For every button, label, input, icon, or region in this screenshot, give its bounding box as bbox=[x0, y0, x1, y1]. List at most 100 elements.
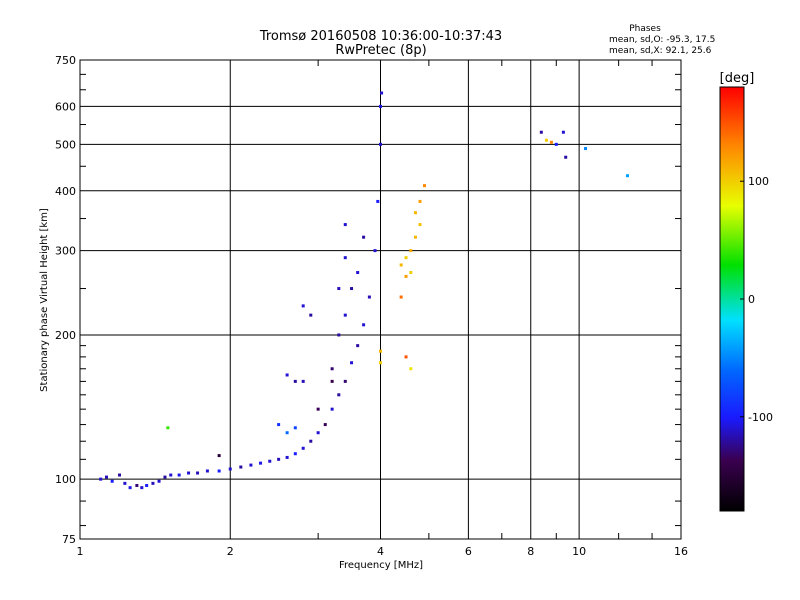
data-point bbox=[362, 323, 366, 327]
data-point bbox=[376, 199, 380, 203]
data-point bbox=[337, 287, 341, 291]
y-tick-label: 75 bbox=[62, 533, 76, 546]
data-point bbox=[554, 142, 558, 146]
colorbar-tick-label: -100 bbox=[748, 411, 773, 424]
data-point bbox=[259, 461, 263, 465]
data-point bbox=[379, 361, 382, 365]
data-point bbox=[404, 355, 408, 359]
data-point bbox=[145, 483, 149, 487]
data-point bbox=[330, 407, 334, 411]
data-point bbox=[418, 223, 422, 227]
data-point bbox=[323, 423, 327, 427]
data-point bbox=[285, 455, 289, 459]
data-point bbox=[285, 373, 289, 377]
data-point bbox=[293, 426, 297, 430]
data-point bbox=[268, 459, 272, 463]
colorbar-tick-label: 0 bbox=[748, 293, 755, 306]
data-point bbox=[367, 295, 371, 299]
data-point bbox=[293, 452, 297, 456]
data-points bbox=[99, 91, 629, 490]
data-point bbox=[228, 467, 232, 471]
data-point bbox=[379, 104, 382, 108]
x-axis-label: Frequency [MHz] bbox=[339, 560, 423, 571]
data-point bbox=[104, 475, 108, 479]
x-tick-label: 8 bbox=[527, 545, 534, 558]
data-point bbox=[413, 211, 417, 215]
y-tick-label: 300 bbox=[55, 245, 76, 258]
phase-stats-x-mode: mean, sd,X: 92.1, 25.6 bbox=[609, 46, 712, 56]
data-point bbox=[301, 446, 305, 450]
y-tick-label: 600 bbox=[55, 100, 76, 113]
colorbar-label: [deg] bbox=[720, 71, 755, 86]
data-point bbox=[404, 274, 408, 278]
data-point bbox=[356, 271, 360, 275]
phase-stats-heading: Phases bbox=[629, 24, 661, 34]
data-point bbox=[337, 333, 341, 337]
data-point bbox=[343, 256, 347, 260]
data-point bbox=[350, 361, 354, 365]
chart-title: Tromsø 20160508 10:36:00-10:37:43 bbox=[259, 29, 502, 44]
data-point bbox=[337, 393, 341, 397]
data-point bbox=[330, 367, 334, 371]
data-point bbox=[249, 463, 253, 467]
data-point bbox=[187, 471, 191, 475]
x-tick-label: 4 bbox=[377, 545, 384, 558]
phase-stats: Phases mean, sd,O: -95.3, 17.5 mean, sd,… bbox=[609, 24, 715, 56]
data-point bbox=[151, 481, 155, 485]
data-point bbox=[422, 184, 426, 188]
data-point bbox=[539, 130, 543, 134]
data-point bbox=[549, 140, 553, 144]
data-point bbox=[293, 379, 297, 383]
data-point bbox=[309, 313, 313, 317]
y-tick-label: 750 bbox=[55, 54, 76, 67]
data-point bbox=[350, 287, 354, 291]
data-point bbox=[544, 138, 548, 142]
data-point bbox=[373, 249, 377, 253]
data-point bbox=[561, 130, 565, 134]
data-point bbox=[123, 481, 127, 485]
data-point bbox=[135, 483, 139, 487]
colorbar-tick-label: 100 bbox=[748, 175, 769, 188]
data-point bbox=[163, 475, 167, 479]
data-point bbox=[140, 486, 144, 490]
x-tick-label: 1 bbox=[77, 545, 84, 558]
data-point bbox=[584, 147, 588, 151]
data-point bbox=[118, 473, 122, 477]
data-point bbox=[285, 431, 289, 435]
y-tick-label: 400 bbox=[55, 185, 76, 198]
data-point bbox=[413, 235, 417, 239]
data-point bbox=[356, 344, 360, 348]
data-point bbox=[177, 473, 181, 477]
data-point bbox=[217, 454, 221, 458]
colorbar: [deg] -100 0 100 bbox=[719, 71, 773, 512]
data-point bbox=[128, 486, 132, 490]
y-tick-label: 100 bbox=[55, 473, 76, 486]
data-point bbox=[157, 479, 161, 483]
data-point bbox=[625, 174, 629, 178]
y-tick-label: 200 bbox=[55, 329, 76, 342]
data-point bbox=[409, 271, 413, 275]
data-point bbox=[379, 142, 382, 146]
x-tick-label: 6 bbox=[465, 545, 472, 558]
data-point bbox=[418, 199, 422, 203]
x-tick-label: 16 bbox=[674, 545, 688, 558]
data-point bbox=[409, 367, 413, 371]
data-point bbox=[277, 457, 281, 461]
chart-subtitle: RwPretec (8p) bbox=[335, 43, 426, 58]
data-point bbox=[169, 473, 173, 477]
y-axis-ticks: 75 100 200 300 400 500 600 750 bbox=[55, 54, 681, 546]
y-axis-label: Stationary phase Virtual Height [km] bbox=[39, 208, 50, 392]
data-point bbox=[404, 256, 408, 260]
data-point bbox=[110, 479, 114, 483]
data-point bbox=[564, 155, 568, 159]
data-point bbox=[277, 423, 281, 427]
x-tick-label: 2 bbox=[227, 545, 234, 558]
data-point bbox=[166, 426, 170, 430]
data-point bbox=[316, 407, 320, 411]
data-point bbox=[343, 313, 347, 317]
data-point bbox=[343, 379, 347, 383]
data-point bbox=[343, 223, 347, 227]
x-axis-ticks: 1 2 4 6 8 10 16 bbox=[77, 60, 688, 558]
grid-lines bbox=[80, 60, 681, 539]
